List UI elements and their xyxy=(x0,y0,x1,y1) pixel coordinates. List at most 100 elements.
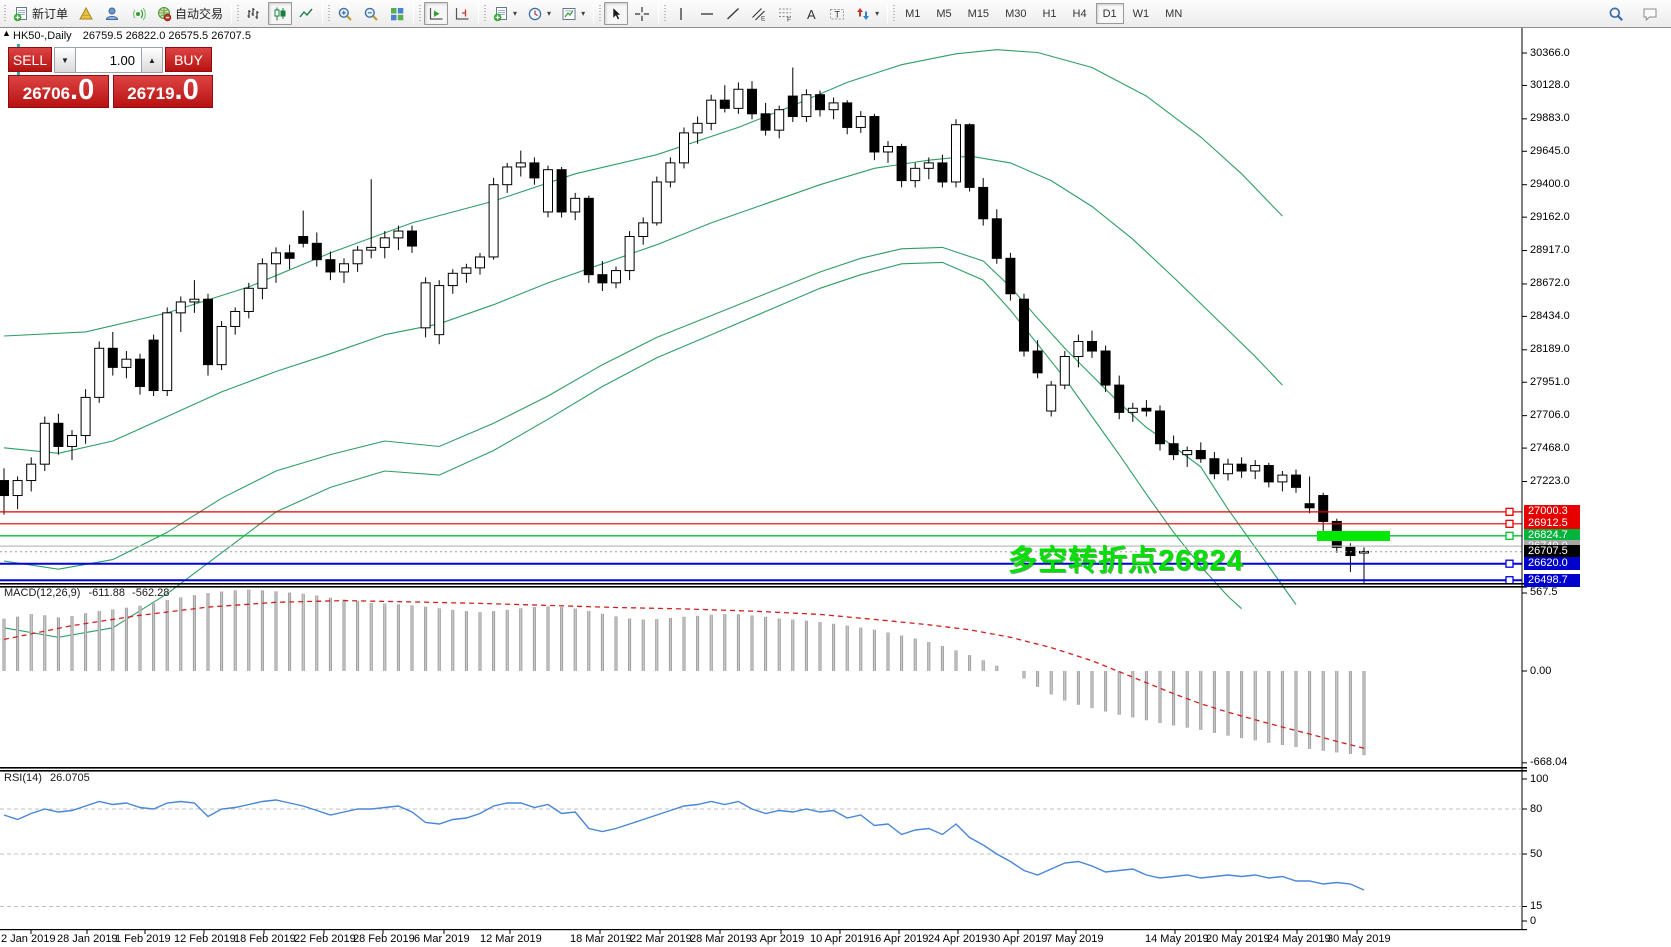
sell-button[interactable]: SELL xyxy=(8,47,52,72)
date-tick-label: 30 May 2019 xyxy=(1327,933,1391,945)
search-icon xyxy=(1608,6,1624,22)
tf-w1-button[interactable]: W1 xyxy=(1132,7,1150,20)
text-label-button[interactable]: T xyxy=(825,2,849,25)
chevron-down-icon: ▾ xyxy=(547,9,552,18)
fibonacci-button[interactable]: F xyxy=(773,2,797,25)
indicators-icon xyxy=(493,6,509,22)
toolbar: 新订单 自动交易 ▾ ▾ ▾ E F A T ▾ M1 M5 M15 M30 H1 H4 D1 W1 MN xyxy=(0,0,1671,28)
trendline-icon xyxy=(725,6,741,22)
ohlc-values: 26759.5 26822.0 26575.5 26707.5 xyxy=(82,30,251,42)
price-tick-label: 27223.0 xyxy=(1530,474,1570,487)
tf-m15-button[interactable]: M15 xyxy=(967,7,990,20)
zoom-out-button[interactable] xyxy=(359,2,383,25)
date-tick-label: 20 May 2019 xyxy=(1206,933,1270,945)
text-label-icon: T xyxy=(829,6,845,22)
search-button[interactable] xyxy=(1604,2,1628,25)
chat-icon xyxy=(1642,6,1658,22)
hline-price-label: 27000.3 xyxy=(1524,505,1580,519)
toolbar-separator xyxy=(231,3,233,24)
price-tick-label: 30128.0 xyxy=(1530,78,1570,91)
buy-button[interactable]: BUY xyxy=(165,47,212,72)
toolbar-grip xyxy=(484,4,487,23)
tf-m30-button[interactable]: M30 xyxy=(1005,7,1027,20)
cursor-icon xyxy=(608,6,624,22)
equidistant-channel-button[interactable]: E xyxy=(747,2,771,25)
crosshair-button[interactable] xyxy=(630,2,654,25)
vertical-line-button[interactable] xyxy=(669,2,693,25)
price-tick-label: 27951.0 xyxy=(1530,375,1570,388)
chart-shift-button[interactable] xyxy=(450,2,474,25)
horizontal-line-button[interactable] xyxy=(695,2,719,25)
date-tick-label: 2 Jan 2019 xyxy=(1,933,56,945)
date-tick-label: 14 May 2019 xyxy=(1145,933,1209,945)
buy-price-box[interactable]: 26719 .0 xyxy=(113,75,213,108)
tf-h1-button[interactable]: H1 xyxy=(1042,7,1057,20)
rsi-tick-label: 100 xyxy=(1530,772,1549,785)
auto-scroll-icon xyxy=(428,6,444,22)
profile-button[interactable] xyxy=(100,2,124,25)
text-icon: A xyxy=(803,6,819,22)
volume-decrease-button[interactable]: ▼ xyxy=(54,47,76,73)
bar-chart-button[interactable] xyxy=(242,2,266,25)
tf-h4-button[interactable]: H4 xyxy=(1072,7,1087,20)
rsi-indicator-label: RSI(14) 26.0705 xyxy=(4,772,90,784)
tf-d1-button[interactable]: D1 xyxy=(1095,3,1124,24)
toolbar-grip xyxy=(664,4,667,23)
line-chart-icon xyxy=(298,6,314,22)
price-tick-label: 28917.0 xyxy=(1530,244,1570,257)
buy-price-frac: .0 xyxy=(174,74,199,106)
hline-price-label: 26498.7 xyxy=(1524,573,1580,587)
chat-button[interactable] xyxy=(1638,2,1662,25)
tf-m5-button[interactable]: M5 xyxy=(936,7,952,20)
date-tick-label: 18 Feb 2019 xyxy=(234,933,296,945)
volume-increase-button[interactable]: ▲ xyxy=(141,47,163,73)
line-chart-button[interactable] xyxy=(294,2,318,25)
text-button[interactable]: A xyxy=(799,2,823,25)
fibonacci-icon: F xyxy=(777,6,793,22)
crosshair-icon xyxy=(634,6,650,22)
auto-trading-button[interactable]: 自动交易 xyxy=(152,2,227,25)
chevron-down-icon: ▾ xyxy=(513,9,518,18)
arrows-button[interactable]: ▾ xyxy=(851,2,883,25)
profile-icon xyxy=(104,6,120,22)
tile-windows-button[interactable] xyxy=(385,2,409,25)
macd-tick-label: -668.04 xyxy=(1530,756,1568,769)
pivot-annotation: 多空转折点26824 xyxy=(1008,545,1244,577)
macd-name: MACD(12,26,9) xyxy=(4,587,81,599)
new-order-button[interactable]: 新订单 xyxy=(9,2,72,25)
price-tick-label: 27468.0 xyxy=(1530,441,1570,454)
chart-title: HK50-,Daily 26759.5 26822.0 26575.5 2670… xyxy=(13,30,251,42)
volume-input[interactable] xyxy=(76,47,141,73)
price-tick-label: 27706.0 xyxy=(1530,409,1570,422)
tf-mn-button[interactable]: MN xyxy=(1165,7,1183,20)
new-order-label: 新订单 xyxy=(32,7,69,21)
indicators-button[interactable]: ▾ xyxy=(489,2,521,25)
sell-price-frac: .0 xyxy=(70,74,95,106)
date-tick-label: 10 Apr 2019 xyxy=(810,933,870,945)
macd-main-value: -611.88 xyxy=(88,587,125,599)
arrows-icon xyxy=(855,6,871,22)
zoom-in-button[interactable] xyxy=(333,2,357,25)
hline-price-label: 26824.7 xyxy=(1524,529,1580,543)
date-tick-label: 7 May 2019 xyxy=(1046,933,1104,945)
signals-button[interactable] xyxy=(126,2,150,25)
chart-canvas[interactable]: ▲ HK50-,Daily 26759.5 26822.0 26575.5 26… xyxy=(0,28,1671,947)
date-tick-label: 16 Apr 2019 xyxy=(869,933,929,945)
templates-button[interactable]: ▾ xyxy=(557,2,589,25)
auto-scroll-button[interactable] xyxy=(424,2,449,25)
current-price-label: 26707.5 xyxy=(1524,545,1580,559)
periods-button[interactable]: ▾ xyxy=(523,2,555,25)
cursor-button[interactable] xyxy=(604,2,629,25)
price-tick-label: 28189.0 xyxy=(1530,343,1570,356)
auto-trading-label: 自动交易 xyxy=(175,7,224,21)
trendline-button[interactable] xyxy=(721,2,745,25)
sell-price-box[interactable]: 26706 .0 xyxy=(8,75,109,108)
rsi-tick-label: 0 xyxy=(1530,914,1537,927)
tf-m1-button[interactable]: M1 xyxy=(905,7,921,20)
toolbar-grip xyxy=(419,4,422,23)
vertical-line-icon xyxy=(673,6,689,22)
symbols-button[interactable] xyxy=(74,2,98,25)
zoom-in-icon xyxy=(337,6,353,22)
macd-tick-label: 0.00 xyxy=(1530,664,1552,677)
candlestick-chart-button[interactable] xyxy=(268,2,293,25)
